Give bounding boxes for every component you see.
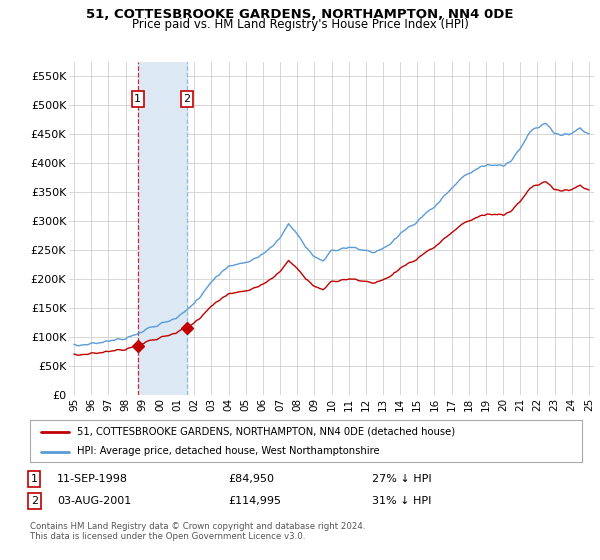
Bar [138, 62, 187, 395]
Text: Contains HM Land Registry data © Crown copyright and database right 2024.
This d: Contains HM Land Registry data © Crown c… [30, 522, 365, 542]
Text: 2: 2 [31, 496, 38, 506]
Text: 31% ↓ HPI: 31% ↓ HPI [372, 496, 431, 506]
Text: 51, COTTESBROOKE GARDENS, NORTHAMPTON, NN4 0DE: 51, COTTESBROOKE GARDENS, NORTHAMPTON, N… [86, 8, 514, 21]
Text: £84,950: £84,950 [228, 474, 274, 484]
Text: £114,995: £114,995 [228, 496, 281, 506]
Text: 1: 1 [31, 474, 38, 484]
Text: 03-AUG-2001: 03-AUG-2001 [57, 496, 131, 506]
Text: 11-SEP-1998: 11-SEP-1998 [57, 474, 128, 484]
Text: 51, COTTESBROOKE GARDENS, NORTHAMPTON, NN4 0DE (detached house): 51, COTTESBROOKE GARDENS, NORTHAMPTON, N… [77, 427, 455, 437]
Text: 1: 1 [134, 94, 141, 104]
Text: Price paid vs. HM Land Registry's House Price Index (HPI): Price paid vs. HM Land Registry's House … [131, 18, 469, 31]
Text: 2: 2 [184, 94, 191, 104]
Text: 27% ↓ HPI: 27% ↓ HPI [372, 474, 431, 484]
Text: HPI: Average price, detached house, West Northamptonshire: HPI: Average price, detached house, West… [77, 446, 380, 456]
